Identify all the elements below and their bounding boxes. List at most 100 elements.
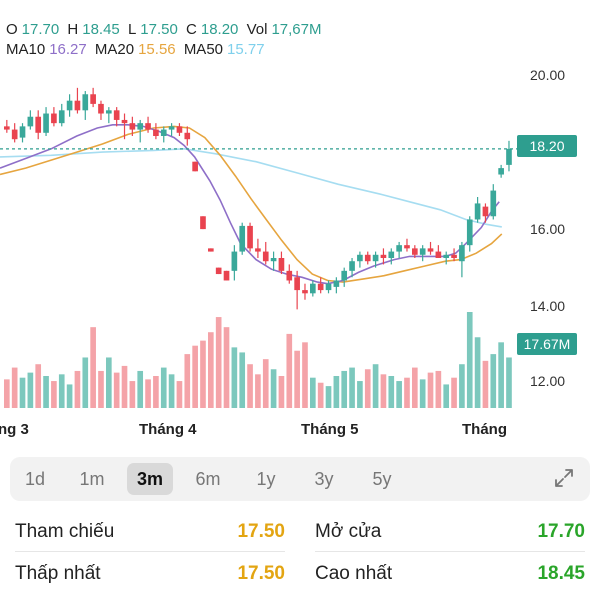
y-tick-label: 12.00: [530, 373, 565, 389]
volume-bar: [419, 379, 426, 408]
candle-body: [27, 116, 34, 127]
candle: [98, 100, 104, 120]
candle: [90, 87, 96, 108]
candle-body: [459, 245, 465, 262]
candle-body: [451, 254, 457, 258]
ohlc-header: O 17.70 H 18.45 L 17.50 C 18.20 Vol 17,67M: [6, 21, 325, 38]
candle-body: [333, 280, 340, 287]
candle: [66, 94, 73, 117]
volume-bar: [11, 367, 18, 408]
candle: [419, 245, 426, 262]
candle-body: [357, 254, 363, 262]
candle: [380, 248, 387, 265]
candle-body: [341, 270, 348, 281]
candle-body: [278, 258, 285, 271]
open-label: O: [6, 21, 18, 38]
candle: [184, 126, 191, 146]
volume-label: Vol: [246, 21, 268, 38]
ma10-value: 16.27: [49, 41, 87, 58]
volume-bar: [51, 381, 57, 408]
candle: [51, 107, 57, 127]
candle-body: [208, 248, 214, 252]
volume-bar: [137, 370, 144, 408]
candle: [113, 107, 120, 127]
candle: [153, 123, 159, 140]
volume-value: 17,67M: [271, 21, 322, 38]
candle: [35, 110, 42, 140]
range-5y-button[interactable]: 5y: [372, 469, 392, 489]
price-chart[interactable]: 20.00 16.00 14.00 12.00 18.20 17.67M ng …: [0, 60, 600, 450]
candle-body: [223, 270, 230, 281]
candle: [168, 123, 175, 136]
volume-bar: [200, 340, 206, 408]
volume-bar: [435, 370, 442, 408]
range-1m-button[interactable]: 1m: [79, 469, 105, 489]
range-1y-button[interactable]: 1y: [256, 469, 276, 489]
candle-body: [90, 94, 96, 104]
candle-body: [247, 225, 253, 249]
volume-bar: [294, 350, 300, 408]
divider: [15, 551, 285, 552]
candle-body: [168, 126, 175, 130]
volume-bar: [98, 370, 104, 408]
volume-bar: [90, 327, 96, 408]
candle-body: [294, 277, 300, 291]
candle-body: [482, 206, 489, 217]
candle-body: [270, 258, 277, 262]
candle: [58, 103, 65, 127]
candle: [498, 164, 504, 178]
y-tick-label: 16.00: [530, 221, 565, 237]
candle-body: [66, 100, 73, 111]
candle-body: [396, 245, 402, 252]
reference-label: Tham chiếu: [15, 521, 115, 542]
candle: [160, 126, 167, 143]
ma50-value: 15.77: [227, 41, 265, 58]
candle-body: [380, 254, 387, 258]
candle: [506, 140, 512, 172]
candle-body: [51, 113, 57, 124]
candle: [255, 238, 261, 258]
low-value: 17.50: [140, 21, 178, 38]
volume-bar: [19, 377, 26, 408]
volume-bar: [129, 381, 136, 408]
range-3m-button[interactable]: 3m: [127, 463, 173, 495]
ma-header: MA10 16.27 MA20 15.56 MA50 15.77: [6, 41, 269, 58]
candle-body: [498, 168, 504, 175]
candle-body: [317, 283, 324, 291]
volume-bar: [364, 369, 371, 408]
volume-bar: [184, 354, 191, 408]
candle: [333, 277, 340, 294]
candle-body: [98, 103, 104, 114]
candle-body: [286, 270, 293, 281]
candle: [121, 113, 128, 140]
candle-body: [184, 132, 191, 140]
candle-body: [200, 216, 206, 230]
candle-body: [11, 129, 18, 140]
candle: [310, 280, 316, 297]
low-price-label: Thấp nhất: [15, 563, 101, 584]
candle-body: [192, 161, 198, 172]
candle-body: [490, 190, 497, 217]
candle-body: [106, 110, 112, 114]
candle: [466, 216, 473, 252]
candle-body: [412, 248, 418, 255]
volume-bar: [443, 384, 450, 408]
candle: [106, 107, 112, 124]
candle: [451, 248, 457, 262]
candle-body: [419, 248, 426, 255]
range-1d-button[interactable]: 1d: [24, 469, 46, 489]
high-price-label: Cao nhất: [315, 563, 393, 584]
low-label: L: [127, 21, 137, 38]
reference-price-row: Tham chiếu 17.50: [15, 521, 285, 543]
expand-icon[interactable]: [552, 466, 576, 490]
volume-bar: [341, 370, 348, 408]
candle: [412, 245, 418, 258]
ma10-label: MA10: [6, 41, 46, 58]
volume-bar: [66, 384, 73, 408]
range-3y-button[interactable]: 3y: [314, 469, 334, 489]
candle-body: [153, 129, 159, 136]
candle-body: [310, 283, 316, 294]
ma50-line: [0, 147, 502, 228]
candle: [364, 251, 371, 265]
range-6m-button[interactable]: 6m: [195, 469, 221, 489]
